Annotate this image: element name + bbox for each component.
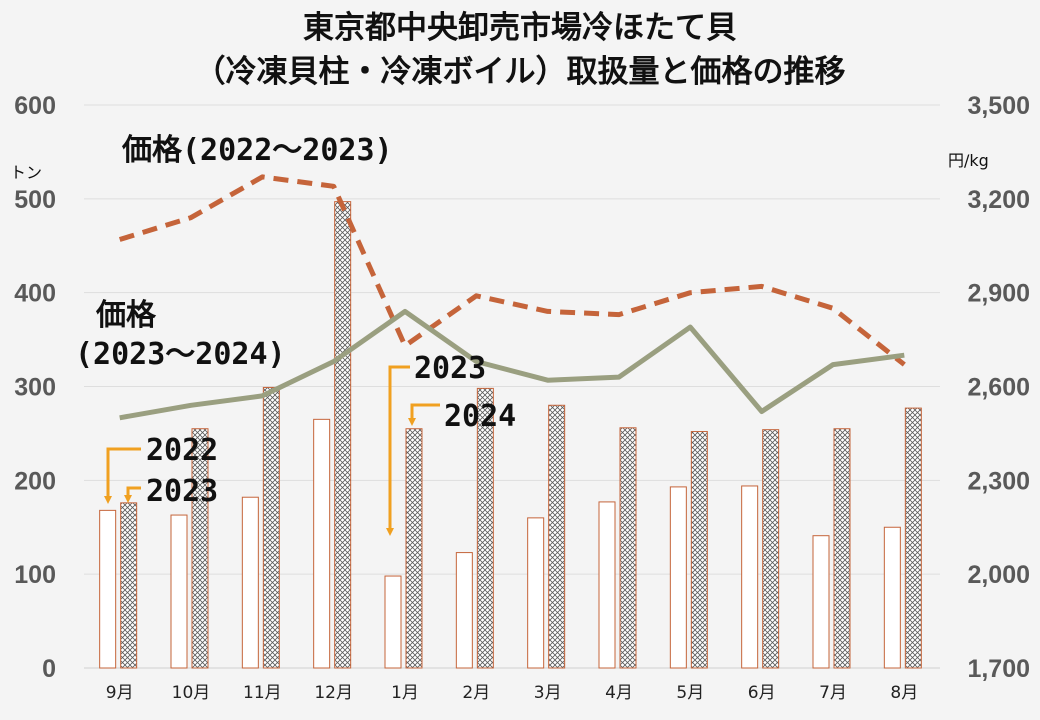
x-tick-label: 9月 [106,683,134,703]
chart-title-line-2: （冷凍貝柱・冷凍ボイル）取扱量と価格の推移 [195,54,846,90]
bar-2023 [690,431,708,669]
bar-2022 [241,496,259,669]
bar-2022 [741,485,759,669]
bar-2023 [762,429,780,669]
x-tick-label: 1月 [391,683,419,703]
annotation-price-2023-2024-line1: 価格 [95,298,157,333]
x-axis-ticks: 9月 10月 11月 12月 1月 2月 3月 4月 5月 6月 7月 8月 [106,683,918,703]
left-tick-label: 200 [14,467,56,495]
left-axis-unit: トン [10,163,42,182]
annotation-price-2022-2023: 価格(2022～2023) [121,133,393,168]
bar-2023 [334,201,352,669]
bar-2023 [548,404,566,669]
right-tick-label: 3,200 [967,186,1030,214]
annotation-arrows [104,365,440,536]
bar-2022 [527,517,545,669]
x-tick-label: 6月 [748,683,776,703]
bar-2022 [99,509,117,669]
bar-2023 [833,428,851,669]
arrow-jan-2023 [386,365,410,536]
left-tick-label: 600 [14,92,56,120]
right-tick-label: 1,700 [967,655,1030,683]
price-line-2023-2024 [119,308,905,421]
price-line-2022-2023 [118,174,906,367]
right-tick-label: 2,000 [967,561,1030,589]
bar-2022 [669,486,687,669]
x-tick-label: 4月 [605,683,633,703]
x-tick-label: 5月 [676,683,704,703]
right-tick-label: 2,900 [967,280,1030,308]
annotation-bar-2023: 2023 [146,474,218,509]
right-tick-label: 3,500 [967,92,1030,120]
annotation-bar-jan-2023: 2023 [414,351,486,386]
bar-2023 [476,387,494,669]
x-tick-label: 11月 [243,683,282,703]
chart-title-line-1: 東京都中央卸売市場冷ほたて貝 [303,10,737,46]
right-tick-label: 2,600 [967,374,1030,402]
arrow-2022 [104,447,141,504]
bar-2022 [384,575,402,669]
bar-2022 [598,501,616,669]
right-axis-unit: 円/kg [948,151,989,170]
bar-2023 [120,502,138,669]
left-tick-label: 500 [14,186,56,214]
x-tick-label: 7月 [819,683,847,703]
annotation-bar-2022: 2022 [146,433,218,468]
annotation-bar-jan-2024: 2024 [444,399,516,434]
bar-2022 [455,552,473,669]
left-tick-label: 0 [42,655,56,683]
left-tick-label: 400 [14,280,56,308]
x-tick-label: 8月 [890,683,918,703]
gridlines [84,104,940,669]
right-tick-label: 2,300 [967,467,1030,495]
bar-2022 [883,526,901,669]
arrow-jan-2024 [408,403,440,426]
x-tick-label: 12月 [314,683,353,703]
x-tick-label: 3月 [534,683,562,703]
bar-2022 [313,418,331,669]
bar-2023 [262,386,280,669]
left-tick-label: 300 [14,374,56,402]
x-tick-label: 10月 [172,683,211,703]
x-tick-label: 2月 [462,683,490,703]
arrow-2023 [124,486,141,503]
bar-2022 [170,514,188,669]
right-axis-ticks: 1,700 2,000 2,300 2,600 2,900 3,200 3,500 [967,92,1030,683]
bar-2023 [191,428,209,669]
bars [99,201,922,669]
bar-2023 [405,428,423,669]
bar-2022 [812,535,830,669]
annotation-price-2023-2024-line2: (2023～2024) [75,337,286,372]
bar-2023 [904,407,922,669]
left-tick-label: 100 [14,561,56,589]
bar-2023 [619,427,637,669]
price-lines [118,174,906,421]
left-axis-ticks: 0 100 200 300 400 500 600 [14,92,56,683]
